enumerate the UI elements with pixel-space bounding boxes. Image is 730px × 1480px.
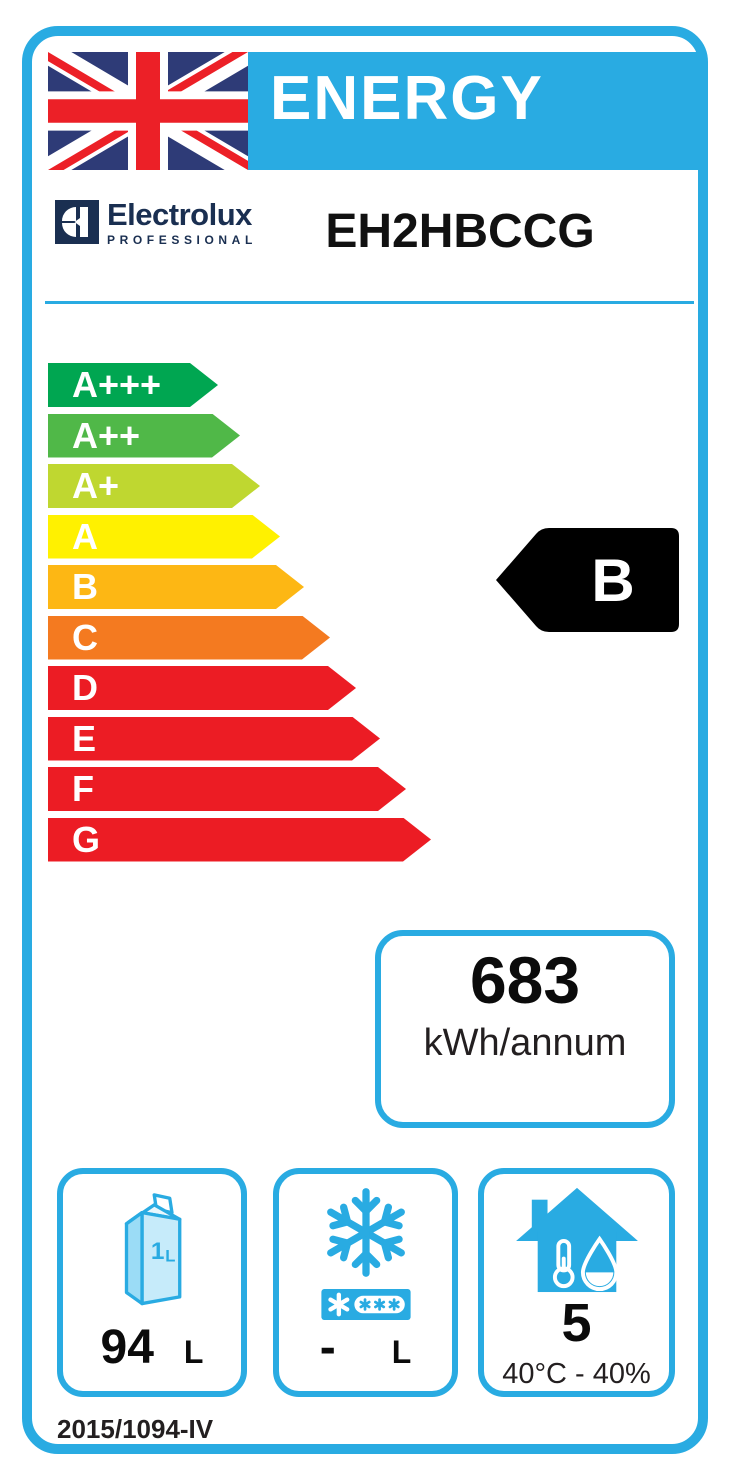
rating-bar-row: G: [48, 818, 431, 862]
rating-bar-row: D: [48, 666, 431, 710]
brand-wordmark: Electrolux: [107, 197, 252, 232]
climate-condition-range: 40°C - 40%: [502, 1358, 651, 1390]
uk-flag-icon: [48, 52, 248, 170]
energy-consumption-box: 683 kWh/annum: [375, 930, 675, 1128]
rating-bar-arrow: C: [48, 616, 330, 660]
regulation-reference: 2015/1094-IV: [57, 1414, 214, 1444]
rating-bar-row: A: [48, 515, 431, 559]
rating-bar-arrow: B: [48, 565, 304, 609]
brand-text-block: Electrolux PROFESSIONAL: [107, 197, 257, 247]
carton-volume-number: 1: [151, 1238, 165, 1265]
model-number: EH2HBCCG: [325, 205, 595, 258]
fridge-volume-box: 1 L 94 L: [57, 1168, 247, 1397]
rating-bar-arrow: A+++: [48, 363, 218, 407]
droplet-icon: [580, 1235, 618, 1292]
fridge-volume-row: 94 L: [101, 1320, 204, 1375]
consumption-value: 683: [469, 943, 581, 1017]
rating-bar-row: A++: [48, 414, 431, 458]
rating-bar-label: B: [72, 566, 98, 607]
rating-bar-label: A++: [72, 414, 141, 456]
rating-bar-row: E: [48, 717, 431, 761]
rating-bar-arrow: A+: [48, 464, 260, 508]
current-rating-grade: B: [591, 546, 635, 614]
house-climate-icon: [515, 1187, 638, 1293]
rating-bar-row: B: [48, 565, 431, 609]
rating-bar-label: C: [72, 616, 98, 658]
electrolux-logo-icon: [55, 200, 99, 244]
rating-bar-row: A+: [48, 464, 431, 508]
freezer-volume-box: - L: [273, 1168, 458, 1397]
current-rating-arrow: B: [493, 528, 683, 632]
climate-class-box: 5 40°C - 40%: [478, 1168, 675, 1397]
rating-bar-arrow: A++: [48, 414, 240, 458]
rating-arrow-icon: [496, 528, 679, 632]
rating-bar-arrow: A: [48, 515, 280, 559]
header-divider: [45, 301, 694, 304]
rating-bar-arrow: G: [48, 818, 431, 862]
rating-bar-arrow: E: [48, 717, 380, 761]
freezer-volume-value: -: [319, 1321, 336, 1374]
rating-bar-arrow: F: [48, 767, 406, 811]
snowflake-icon: [316, 1188, 416, 1281]
rating-scale: A+++ A++ A+ A B C D: [48, 363, 431, 862]
fridge-volume-value: 94: [100, 1321, 154, 1374]
carton-volume-unit: L: [165, 1246, 175, 1265]
rating-bar-row: A+++: [48, 363, 431, 407]
fridge-volume-unit: L: [183, 1334, 204, 1370]
rating-bar-label: D: [72, 667, 98, 708]
energy-label: ENERGY Electrolux PROFESSIONAL EH2HBCCG …: [22, 26, 708, 1454]
rating-bar-label: G: [72, 818, 101, 860]
milk-carton-icon: 1 L: [124, 1193, 182, 1306]
brand-subtitle: PROFESSIONAL: [107, 233, 257, 247]
rating-bar-label: F: [72, 768, 94, 809]
freezer-volume-unit: L: [391, 1334, 412, 1370]
rating-bar-row: F: [48, 767, 431, 811]
freezer-volume-row: - L: [320, 1320, 412, 1375]
rating-bar-label: A+: [72, 465, 120, 506]
rating-bar-row: C: [48, 616, 431, 660]
thermometer-icon: [552, 1238, 575, 1289]
consumption-unit: kWh/annum: [423, 1022, 627, 1064]
rating-bar-arrow: D: [48, 666, 356, 710]
energy-banner: ENERGY: [248, 52, 698, 170]
rating-bar-label: E: [72, 717, 97, 759]
rating-bar-label: A: [72, 515, 98, 557]
freezer-star-rating-icon: [320, 1288, 411, 1320]
climate-class-value: 5: [561, 1293, 592, 1353]
energy-title: ENERGY: [270, 63, 544, 133]
rating-bar-label: A+++: [72, 364, 162, 405]
electrolux-logo: Electrolux PROFESSIONAL: [55, 197, 257, 247]
